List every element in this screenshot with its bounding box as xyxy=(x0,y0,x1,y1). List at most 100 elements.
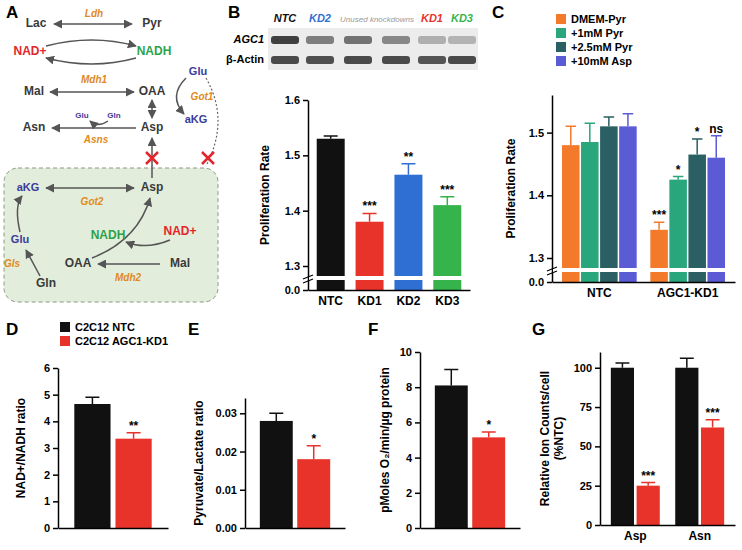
y-tick: 75 xyxy=(580,401,600,413)
significance: * xyxy=(486,418,491,432)
plot-marks xyxy=(611,358,724,525)
significance: *** xyxy=(641,469,655,483)
y-tick-label: 4 xyxy=(44,415,51,427)
diagram-label: OAA xyxy=(139,84,166,98)
error-bar xyxy=(585,123,596,142)
chart-panel: F0246810*pMoles O₂/min/µg protein xyxy=(368,320,521,534)
arrow xyxy=(46,187,134,189)
y-axis-line xyxy=(552,96,554,283)
y-tick-label: 2 xyxy=(406,487,412,499)
blot: AGC1β-ActinNTCKD2Unused knockdownsKD1KD3 xyxy=(226,12,478,70)
y-axis-title: Proliferation Rate xyxy=(258,145,272,245)
error-bar xyxy=(324,136,338,139)
arrow xyxy=(176,78,186,114)
y-tick-mark xyxy=(53,528,58,530)
bar xyxy=(394,175,422,290)
y-tick: 0 xyxy=(44,522,58,534)
y-tick-mark xyxy=(303,210,308,212)
diagram-label: aKG xyxy=(17,181,40,193)
y-tick-label: 1.6 xyxy=(285,94,300,106)
x-tick: AGC1-KD1 xyxy=(657,286,719,300)
y-tick: 6 xyxy=(406,416,420,428)
panel-label: A xyxy=(6,3,18,22)
x-tick: NTC xyxy=(587,286,612,300)
x-axis-line xyxy=(553,282,736,284)
y-tick-mark xyxy=(547,195,552,197)
y-tick-mark xyxy=(415,493,420,495)
y-tick-label: 0 xyxy=(44,522,50,534)
blot-lane-label: Unused knockdowns xyxy=(340,15,414,24)
y-axis: 0246810 xyxy=(400,346,421,534)
panel-label: G xyxy=(532,320,545,339)
bar xyxy=(650,230,668,282)
y-tick-mark xyxy=(595,367,600,369)
y-tick: 10 xyxy=(400,346,420,358)
diagram-label: NAD+ xyxy=(163,224,196,238)
legend-swatch xyxy=(556,28,566,38)
chart-panel: B0.01.31.41.51.6NTCKD1KD2KD3********Prol… xyxy=(228,3,471,308)
y-tick: 0 xyxy=(406,522,420,534)
significance: * xyxy=(311,432,316,446)
y-tick-label: 5 xyxy=(44,389,50,401)
error-bar xyxy=(566,126,577,145)
y-tick-label: 1.4 xyxy=(529,189,545,201)
blot-lane-label: KD1 xyxy=(421,12,443,24)
y-axis-title: Proliferation Rate xyxy=(504,138,518,238)
y-axis-line xyxy=(308,101,310,291)
y-tick-label: 25 xyxy=(580,480,592,492)
diagram-label: Gln xyxy=(36,276,56,290)
error-bar xyxy=(673,177,684,180)
diagram-label: NADH xyxy=(137,44,172,58)
diagram-label: Glu xyxy=(75,111,88,120)
diagram-label: Mdh2 xyxy=(115,272,142,283)
y-tick: 0.03 xyxy=(216,407,245,419)
y-tick: 1.5 xyxy=(529,127,552,139)
y-tick: 2 xyxy=(44,469,58,481)
y-tick-label: 1.5 xyxy=(285,149,300,161)
bar xyxy=(611,368,634,525)
y-tick-label: 0.02 xyxy=(216,446,237,458)
bar xyxy=(115,439,151,528)
y-axis-title: Relative Ion Counts/cell xyxy=(538,371,552,506)
blot-lane-label: KD3 xyxy=(451,12,473,24)
y-tick-label: 100 xyxy=(574,362,592,374)
arrow xyxy=(52,127,136,129)
bar xyxy=(707,158,725,282)
chart-panel: E0.000.010.020.03*Pyruvate/Lactate ratio xyxy=(188,320,346,534)
plot-marks xyxy=(74,397,151,528)
y-axis: 0.000.010.020.03 xyxy=(216,399,246,535)
y-tick: 4 xyxy=(406,452,420,464)
chart-panel: D0123456**NAD+/NADH ratioC2C12 NTCC2C12 … xyxy=(6,320,169,534)
x-axis: NTCKD1KD2KD3 xyxy=(309,291,471,308)
x-tick-label: AGC1-KD1 xyxy=(657,286,719,300)
y-tick: 1.3 xyxy=(285,260,308,272)
y-tick-label: 1 xyxy=(44,495,50,507)
y-tick-label: 1.3 xyxy=(529,252,544,264)
y-tick-mark xyxy=(53,448,58,450)
y-tick-mark xyxy=(595,525,600,527)
diagram-label: Mal xyxy=(170,256,190,270)
panel-label: C xyxy=(492,3,504,22)
y-tick-label: 0 xyxy=(406,522,412,534)
arrow xyxy=(54,23,132,25)
bar xyxy=(637,486,660,525)
y-tick: 0.02 xyxy=(216,446,245,458)
diagram-label: Asp xyxy=(141,120,164,134)
x-tick: NTC xyxy=(318,294,343,308)
panel-label: D xyxy=(6,320,18,339)
y-tick-label: 1.5 xyxy=(529,127,544,139)
y-tick-mark xyxy=(240,490,245,492)
chart-panel: C0.01.31.41.5NTCAGC1-KD1*****nsProlifera… xyxy=(492,3,736,300)
y-tick: 1.4 xyxy=(285,205,308,217)
x-axis xyxy=(246,528,346,529)
y-tick-label: 1.4 xyxy=(285,205,301,217)
y-tick-label: 0 xyxy=(586,519,592,531)
y-tick-mark xyxy=(303,266,308,268)
y-tick-mark xyxy=(240,451,245,453)
legend-label: +1mM Pyr xyxy=(571,27,624,39)
blot-band xyxy=(418,36,446,44)
plot-marks xyxy=(435,370,505,528)
y-tick-label: 6 xyxy=(44,362,50,374)
plot-marks xyxy=(317,136,462,290)
block-x xyxy=(146,152,158,164)
